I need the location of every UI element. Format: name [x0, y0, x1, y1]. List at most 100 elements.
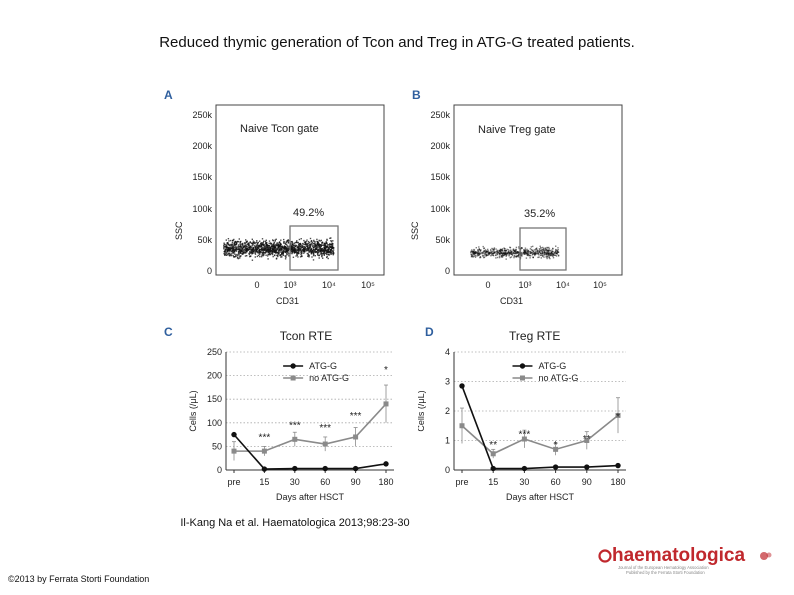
gate-box [289, 225, 339, 271]
x-tick-label: 60 [551, 477, 561, 487]
scatter-dot [549, 249, 552, 252]
scatter-dot [320, 245, 322, 247]
scatter-dot [512, 248, 515, 250]
scatter-dot [223, 243, 225, 246]
scatter-dot [510, 249, 512, 251]
scatter-dot [226, 254, 228, 256]
scatter-dot [313, 239, 315, 242]
scatter-dot [327, 244, 329, 246]
scatter-dot [266, 248, 269, 250]
scatter-dot [304, 246, 306, 249]
scatter-dot [497, 251, 499, 254]
scatter-dot [242, 244, 244, 246]
scatter-dot [496, 250, 498, 252]
scatter-dot [500, 256, 503, 258]
scatter-dot [504, 248, 506, 250]
scatter-dot [531, 254, 534, 256]
scatter-dot [274, 240, 276, 242]
scatter-dot [234, 244, 236, 247]
scatter-dot [249, 252, 251, 254]
scatter-dot [319, 246, 321, 248]
scatter-dot [249, 241, 252, 244]
scatter-dot [259, 255, 261, 258]
scatter-dot [234, 253, 236, 255]
significance-marker: *** [519, 430, 531, 441]
scatter-dot [229, 248, 231, 251]
scatter-dot [225, 244, 228, 246]
scatter-dot [232, 240, 234, 242]
scatter-dot [500, 252, 502, 254]
scatter-dot [224, 248, 227, 250]
scatter-dot [227, 253, 230, 255]
scatter-dot [233, 249, 235, 251]
scatter-dot [308, 244, 311, 247]
scatter-dot [283, 241, 285, 243]
scatter-dot [227, 250, 229, 252]
scatter-dot [242, 242, 244, 245]
y-axis-label: Cells (/μL) [188, 390, 198, 431]
scatter-dot [280, 247, 282, 250]
scatter-dot [325, 253, 328, 256]
scatter-dot [226, 249, 228, 251]
scatter-dot [237, 245, 239, 248]
scatter-dot [516, 255, 518, 257]
scatter-dot [538, 248, 541, 250]
scatter-dot [313, 245, 315, 247]
scatter-dot [248, 242, 250, 244]
scatter-dot [314, 244, 317, 247]
scatter-dot [310, 240, 313, 242]
scatter-dot [231, 241, 234, 244]
scatter-dot [314, 249, 317, 251]
scatter-dot [298, 238, 301, 241]
scatter-dot [266, 246, 268, 248]
scatter-dot [251, 250, 254, 252]
scatter-dot [305, 248, 307, 250]
scatter-dot [314, 251, 317, 254]
series-line [461, 414, 619, 455]
scatter-dot [329, 237, 331, 239]
scatter-dot [529, 252, 531, 255]
scatter-dot [514, 250, 516, 252]
scatter-dot [331, 250, 334, 252]
scatter-dot [309, 247, 311, 249]
scatter-dot [223, 248, 225, 250]
scatter-dot [515, 246, 518, 249]
scatter-dot [515, 252, 517, 254]
scatter-dot [244, 245, 246, 248]
scatter-dot [244, 248, 246, 251]
scatter-dot [299, 243, 301, 245]
scatter-dot [325, 245, 327, 247]
x-tick-label: 15 [259, 477, 269, 487]
scatter-dot [307, 247, 310, 249]
scatter-dot [529, 257, 531, 259]
scatter-dot [548, 252, 550, 254]
significance-marker: ** [489, 440, 497, 451]
gate-percent: 49.2% [293, 207, 324, 219]
scatter-dot [301, 245, 304, 247]
x-tick-label: 10³ [518, 280, 531, 290]
scatter-dot [260, 244, 262, 246]
scatter-dot [542, 248, 545, 251]
scatter-dot [472, 251, 474, 253]
scatter-dot [299, 256, 302, 258]
scatter-dot [230, 245, 233, 247]
scatter-dot [310, 249, 313, 251]
scatter-dot [264, 252, 267, 254]
gate-box [519, 227, 567, 271]
scatter-dot [504, 253, 507, 255]
scatter-dot [228, 249, 230, 251]
scatter-dot [502, 249, 504, 252]
legend-marker [290, 363, 296, 369]
scatter-dot [318, 244, 320, 247]
scatter-dot [332, 240, 334, 242]
panel-letter-d: D [425, 325, 434, 339]
scatter-dot [324, 248, 327, 250]
scatter-dot [250, 245, 252, 248]
scatter-dot [282, 254, 284, 256]
scatter-dot [295, 249, 297, 251]
scatter-dot [254, 253, 257, 255]
scatter-dot [252, 249, 254, 251]
scatter-dot [260, 250, 262, 253]
data-point [292, 436, 298, 442]
scatter-dot [503, 253, 505, 255]
